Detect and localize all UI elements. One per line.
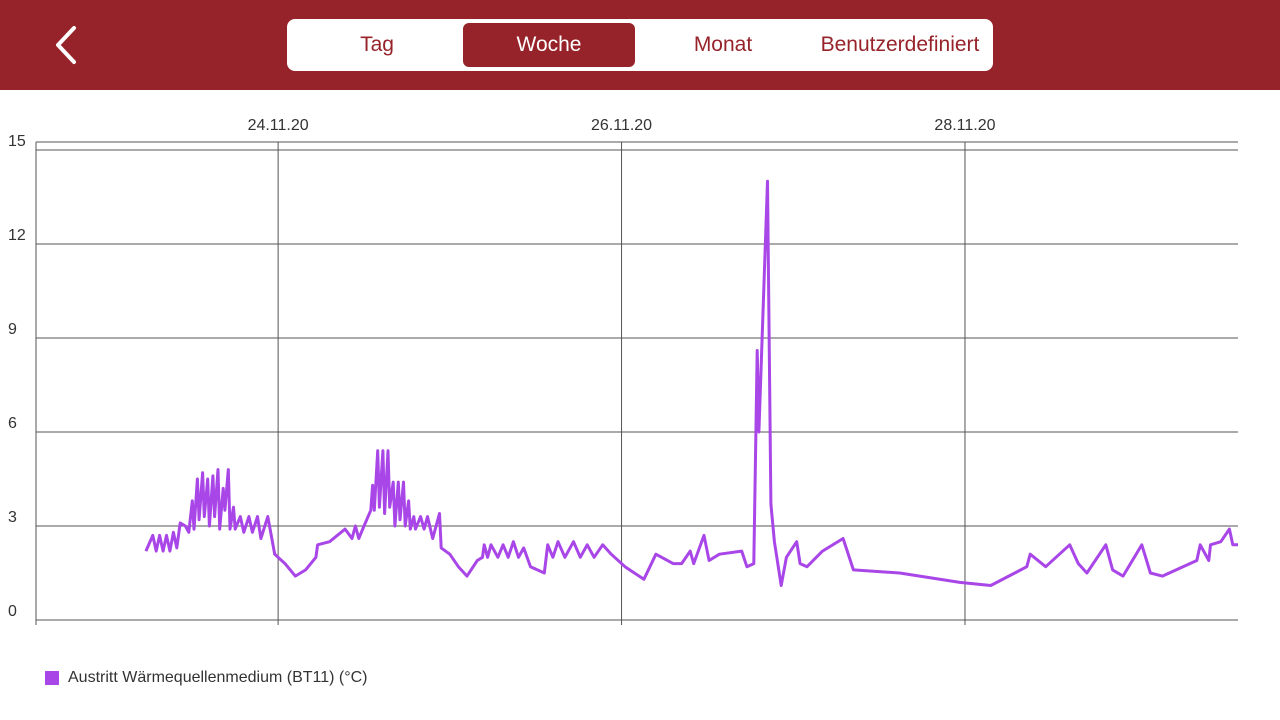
tab[interactable]: Benutzerdefiniert <box>820 33 980 56</box>
app-header: Tag Woche Monat Benutzerdefiniert <box>0 0 1280 90</box>
y-tick-label: 3 <box>8 509 17 526</box>
y-tick-label: 15 <box>8 133 26 150</box>
series-line <box>144 179 1238 587</box>
chart: 0 3 6 9 12 15 24.11.20 26.11.20 28.11.20 Austritt… <box>8 117 1238 686</box>
x-tick-label: 24.11.20 <box>248 117 309 134</box>
x-tick-label: 26.11.20 <box>591 117 652 134</box>
y-tick-label: 9 <box>8 321 17 338</box>
y-tick-label: 12 <box>8 227 26 244</box>
tab[interactable]: Tag <box>360 33 394 56</box>
back-button[interactable] <box>48 22 88 68</box>
x-tick-label: 28.11.20 <box>934 117 995 134</box>
tab[interactable]: Woche <box>463 23 635 67</box>
y-tick-label: 6 <box>8 415 17 432</box>
tab[interactable]: Monat <box>693 33 753 56</box>
legend-label: Austritt Wärmequellenmedium (BT11) (°C) <box>68 669 368 686</box>
legend-swatch <box>45 671 59 685</box>
y-tick-label: 0 <box>8 603 17 620</box>
range-selector: Tag Woche Monat Benutzerdefiniert <box>287 19 993 71</box>
